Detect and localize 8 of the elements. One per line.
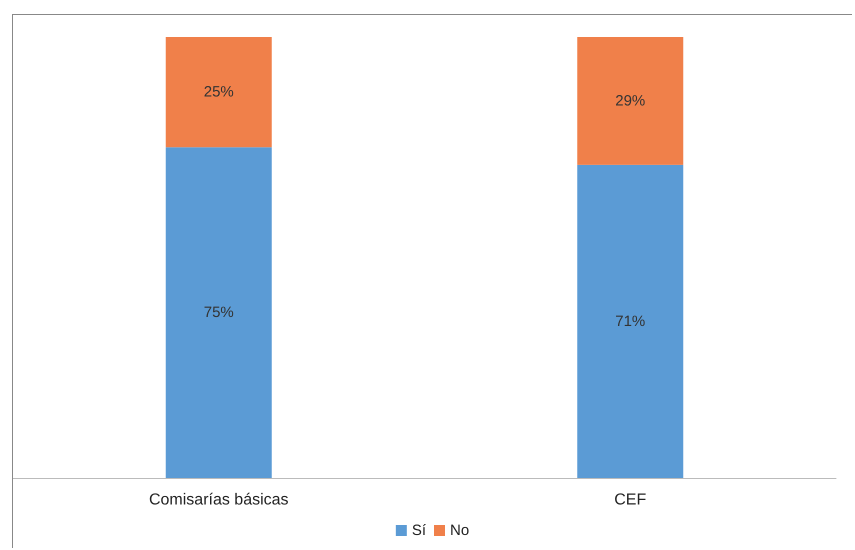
data-label: 29% xyxy=(615,92,646,110)
legend-label: No xyxy=(450,522,470,539)
legend-label: Sí xyxy=(412,522,427,539)
data-label: 71% xyxy=(615,312,646,330)
x-tick-label: Comisarías básicas xyxy=(148,492,289,508)
data-label: 25% xyxy=(204,84,234,101)
x-tick-label: CEF xyxy=(614,492,646,508)
data-label: 75% xyxy=(204,304,234,322)
